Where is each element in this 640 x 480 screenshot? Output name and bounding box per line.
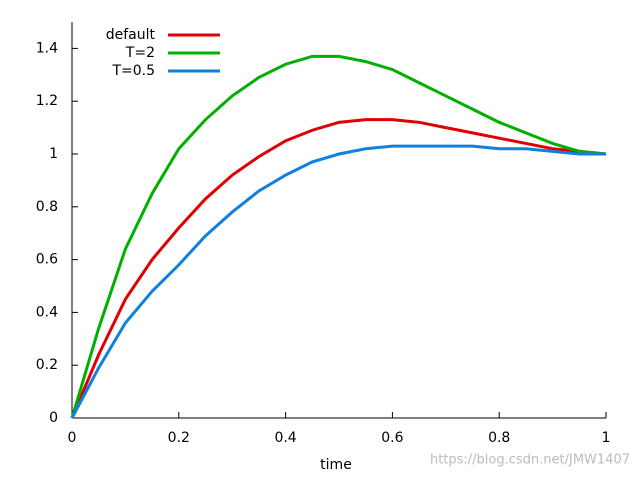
watermark: https://blog.csdn.net/JMW1407 <box>430 453 630 468</box>
legend-label: T=0.5 <box>111 63 155 79</box>
legend-label: T=2 <box>125 45 155 61</box>
y-tick-label: 0 <box>49 410 58 426</box>
series-line <box>70 118 607 419</box>
y-tick-label: 0.4 <box>36 304 58 320</box>
y-tick-label: 0.8 <box>36 199 58 215</box>
x-tick-label: 0.8 <box>488 430 510 446</box>
series-line <box>70 144 606 419</box>
y-tick-label: 1.2 <box>36 93 58 109</box>
x-tick-label: 0.4 <box>274 430 296 446</box>
y-tick-label: 0.2 <box>36 357 58 373</box>
x-tick-label: 1 <box>602 430 611 446</box>
series-line <box>70 54 607 419</box>
x-axis-label: time <box>320 457 352 473</box>
x-tick-label: 0 <box>68 430 77 446</box>
y-tick-label: 1.4 <box>36 40 58 56</box>
x-tick-label: 0.6 <box>381 430 403 446</box>
x-tick-label: 0.2 <box>168 430 190 446</box>
y-tick-label: 1 <box>49 146 58 162</box>
y-tick-label: 0.6 <box>36 252 58 268</box>
legend-label: default <box>106 27 156 43</box>
